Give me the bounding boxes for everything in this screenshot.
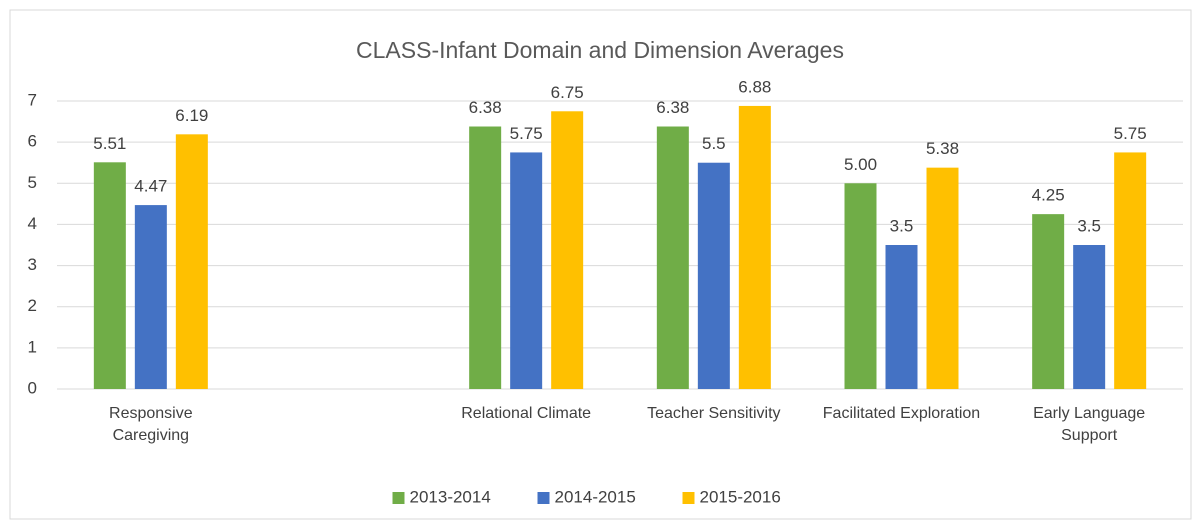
data-label: 6.38: [469, 98, 502, 117]
y-tick-label: 7: [28, 90, 37, 109]
chart-title: CLASS-Infant Domain and Dimension Averag…: [356, 37, 844, 63]
bar: [510, 152, 543, 389]
data-label: 3.5: [1077, 216, 1101, 235]
bar: [697, 162, 730, 389]
bar: [134, 205, 167, 389]
data-label: 5.75: [510, 124, 543, 143]
bar: [738, 105, 771, 390]
y-tick-label: 2: [28, 296, 37, 315]
x-tick-label: Teacher Sensitivity: [647, 405, 781, 422]
y-tick-label: 5: [28, 173, 37, 192]
y-tick-label: 4: [28, 214, 37, 233]
data-label: 5.51: [93, 134, 126, 153]
legend-swatch: [537, 492, 550, 504]
data-label: 3.5: [890, 216, 914, 235]
y-tick-label: 1: [28, 337, 37, 356]
y-tick-label: 0: [28, 378, 37, 397]
y-tick-label: 3: [28, 255, 37, 274]
data-label: 6.38: [656, 98, 689, 117]
legend-label: 2015-2016: [700, 487, 781, 506]
data-label: 6.19: [175, 106, 208, 125]
data-label: 4.47: [134, 177, 167, 196]
bar: [469, 126, 502, 389]
data-label: 6.88: [738, 77, 771, 96]
x-tick-label: Facilitated Exploration: [822, 405, 981, 422]
legend-swatch: [392, 492, 405, 504]
legend-label: 2014-2015: [555, 487, 636, 506]
bar: [175, 134, 208, 389]
bar: [93, 162, 126, 389]
legend-swatch: [682, 492, 695, 504]
bar: [844, 183, 877, 389]
x-tick-label: Relational Climate: [461, 405, 592, 422]
bar: [656, 126, 689, 389]
bar: [926, 167, 959, 389]
bar: [1114, 152, 1147, 389]
data-label: 5.75: [1114, 124, 1147, 143]
legend-label: 2013-2014: [410, 487, 491, 506]
data-label: 5.38: [926, 139, 959, 158]
x-tick-label: Responsive Caregiving: [109, 405, 193, 444]
bar: [1073, 245, 1106, 389]
data-label: 4.25: [1032, 186, 1065, 205]
bar: [885, 245, 918, 389]
bar: [551, 111, 584, 390]
data-label: 5.00: [844, 155, 877, 174]
data-label: 6.75: [551, 83, 584, 102]
data-label: 5.5: [702, 134, 726, 153]
bar: [1032, 214, 1065, 389]
y-tick-label: 6: [28, 132, 37, 151]
x-tick-label: Early Language Support: [1033, 405, 1146, 444]
